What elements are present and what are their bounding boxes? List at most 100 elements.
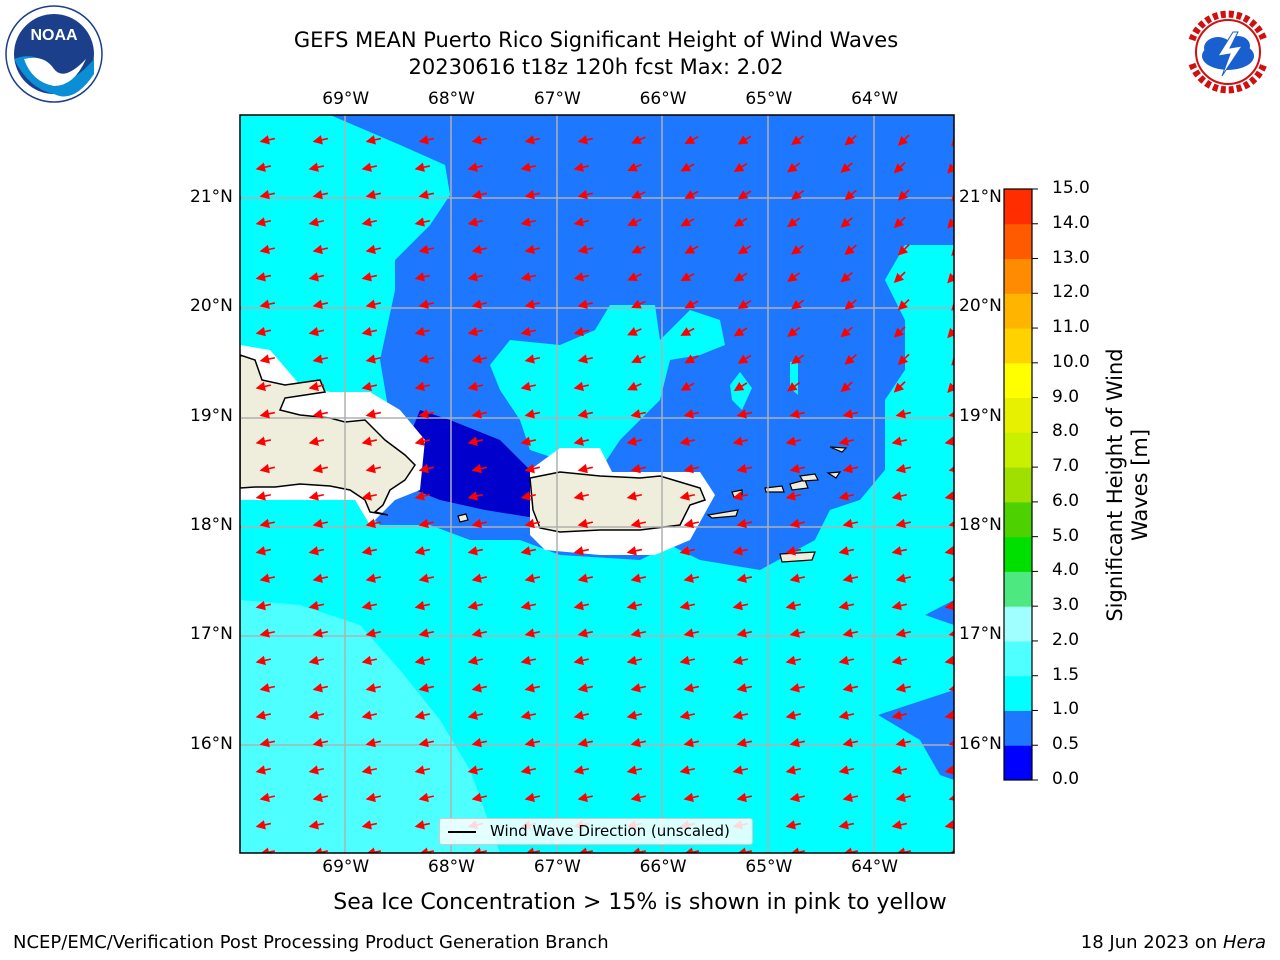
wind-wave-arrow bbox=[471, 628, 488, 638]
wind-wave-arrow bbox=[418, 628, 435, 638]
wind-wave-arrow bbox=[680, 217, 695, 227]
wind-wave-arrow bbox=[684, 299, 699, 309]
wind-wave-arrow bbox=[789, 463, 806, 474]
wind-wave-arrow bbox=[679, 491, 696, 501]
wind-wave-arrow bbox=[733, 327, 748, 337]
wind-wave-arrow bbox=[312, 299, 329, 309]
wind-wave-arrow bbox=[626, 436, 643, 446]
wind-wave-arrow bbox=[732, 765, 749, 775]
colorbar bbox=[1004, 188, 1038, 781]
wind-wave-arrow bbox=[630, 573, 647, 583]
wind-wave-arrow bbox=[471, 463, 488, 474]
wind-wave-arrow bbox=[414, 765, 431, 775]
colorbar-tick-label: 7.0 bbox=[1052, 456, 1080, 477]
wind-wave-arrow bbox=[840, 162, 853, 173]
wind-wave-arrow bbox=[840, 217, 853, 228]
wind-wave-arrow bbox=[259, 628, 276, 638]
wind-wave-arrow bbox=[471, 135, 488, 145]
wind-wave-arrow bbox=[785, 546, 802, 556]
wind-wave-arrow bbox=[524, 244, 541, 255]
wind-wave-arrow bbox=[573, 217, 590, 227]
wind-wave-arrow bbox=[627, 381, 642, 391]
wave-band-1-1.5-north bbox=[240, 115, 798, 470]
wind-wave-arrow bbox=[838, 655, 855, 666]
wind-wave-arrow bbox=[737, 190, 752, 200]
wind-wave-arrow bbox=[844, 189, 857, 201]
wind-wave-arrow bbox=[467, 600, 484, 611]
wind-wave-arrow bbox=[947, 382, 954, 393]
wind-wave-arrow bbox=[520, 491, 537, 501]
wind-wave-arrow bbox=[312, 189, 329, 200]
wind-wave-arrow bbox=[414, 710, 431, 720]
wind-wave-arrow bbox=[736, 792, 753, 803]
wind-wave-arrow bbox=[577, 737, 594, 748]
wind-wave-arrow bbox=[785, 765, 802, 775]
colorbar-tick-label: 1.5 bbox=[1052, 664, 1080, 685]
colorbar-tick-label: 6.0 bbox=[1052, 490, 1080, 511]
wind-wave-arrow bbox=[361, 217, 378, 227]
wind-wave-arrow bbox=[471, 244, 488, 255]
wind-wave-arrow bbox=[842, 573, 859, 583]
wind-wave-arrow bbox=[308, 765, 325, 775]
wind-wave-arrow bbox=[467, 436, 484, 446]
lon-label-bottom: 64°W bbox=[851, 857, 899, 877]
wind-wave-arrow bbox=[948, 737, 954, 748]
wind-wave-arrow bbox=[791, 354, 805, 365]
wind-wave-arrow bbox=[312, 463, 329, 474]
wind-wave-arrow bbox=[524, 628, 541, 638]
wind-wave-arrow bbox=[679, 600, 696, 611]
wind-wave-arrow bbox=[842, 628, 859, 638]
wind-wave-arrow bbox=[789, 628, 806, 638]
wind-wave-arrow bbox=[524, 409, 541, 419]
wind-wave-arrow bbox=[944, 436, 954, 446]
lat-label-right: 18°N bbox=[959, 515, 1002, 535]
wind-wave-arrow bbox=[630, 463, 647, 474]
colorbar-tick-label: 5.0 bbox=[1052, 525, 1080, 546]
wind-wave-arrow bbox=[732, 546, 749, 556]
wind-wave-arrow bbox=[414, 820, 431, 830]
footer-date-text: 18 Jun 2023 on bbox=[1080, 932, 1223, 953]
wind-wave-arrow bbox=[312, 354, 329, 364]
wind-wave-arrow bbox=[897, 298, 910, 311]
wind-wave-arrow bbox=[947, 163, 954, 174]
colorbar-tick-label: 3.0 bbox=[1052, 595, 1080, 616]
wind-wave-arrow bbox=[573, 491, 590, 501]
wind-wave-arrow bbox=[630, 628, 647, 638]
wind-wave-arrow bbox=[361, 162, 378, 172]
wind-wave-arrow bbox=[524, 354, 541, 364]
wind-wave-arrow bbox=[524, 573, 541, 583]
wind-wave-arrow bbox=[844, 244, 857, 256]
graticule bbox=[240, 115, 954, 853]
wind-wave-arrow bbox=[365, 354, 382, 364]
wind-wave-arrows bbox=[255, 134, 954, 853]
wind-wave-arrow bbox=[683, 683, 700, 693]
wind-wave-arrow bbox=[471, 518, 488, 529]
sea-ice-caption: Sea Ice Concentration > 15% is shown in … bbox=[333, 890, 947, 915]
wind-wave-arrow bbox=[944, 546, 954, 556]
wind-wave-arrow bbox=[312, 409, 329, 419]
wind-wave-arrow bbox=[897, 244, 910, 256]
wind-wave-arrow bbox=[680, 272, 695, 282]
footer-host: Hera bbox=[1222, 932, 1266, 953]
lat-label-right: 21°N bbox=[959, 187, 1002, 207]
wind-wave-arrow bbox=[573, 655, 590, 666]
wind-wave-arrow bbox=[679, 655, 696, 666]
colorbar-segment bbox=[1004, 432, 1032, 468]
legend-line-sample bbox=[448, 831, 476, 833]
wind-wave-arrow bbox=[844, 134, 857, 146]
wind-wave-arrow bbox=[520, 162, 537, 172]
wind-wave-arrow bbox=[255, 710, 272, 720]
wind-wave-arrow bbox=[736, 518, 753, 529]
footer-date: 18 Jun 2023 on Hera bbox=[1081, 932, 1266, 953]
wind-wave-arrow bbox=[944, 600, 954, 611]
wind-wave-arrow bbox=[524, 683, 541, 693]
wind-wave-arrow bbox=[414, 600, 431, 611]
wind-wave-arrow bbox=[255, 162, 272, 172]
colorbar-segment bbox=[1004, 467, 1032, 503]
colorbar-tick-label: 10.0 bbox=[1052, 351, 1090, 372]
wind-wave-arrow bbox=[844, 299, 857, 310]
lon-label-bottom: 65°W bbox=[745, 857, 793, 877]
wind-wave-arrow bbox=[895, 573, 912, 583]
colorbar-tick-label: 9.0 bbox=[1052, 386, 1080, 407]
wind-wave-arrow bbox=[732, 436, 749, 446]
